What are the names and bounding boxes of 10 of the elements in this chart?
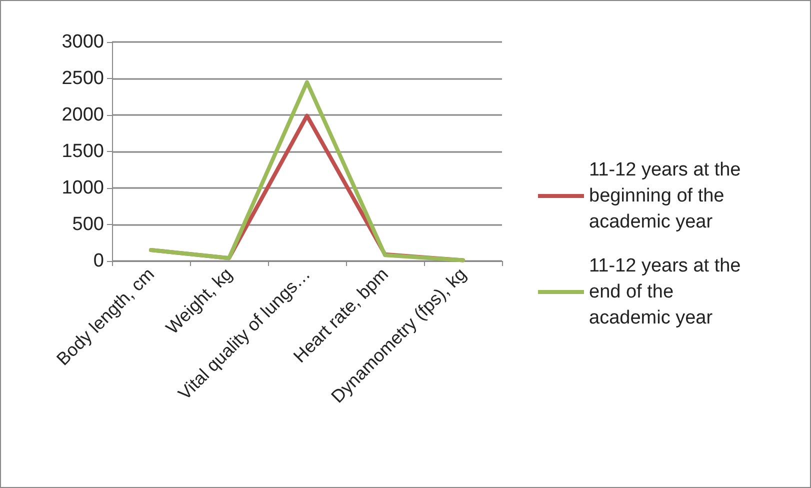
legend-label: 11-12 years at the beginning of the academic year: [589, 160, 741, 232]
line-series: [149, 80, 465, 262]
y-tick-label: 1500: [62, 141, 104, 162]
legend-label: 11-12 years at the end of the academic year: [589, 256, 741, 328]
y-tick-label: 2000: [62, 104, 104, 126]
y-tick-label: 1000: [62, 178, 104, 198]
y-tick-label: 0: [93, 250, 104, 272]
y-tick-label: 500: [72, 214, 104, 235]
y-tick-label: 2500: [62, 68, 104, 89]
y-tick-label: 3000: [62, 32, 104, 52]
